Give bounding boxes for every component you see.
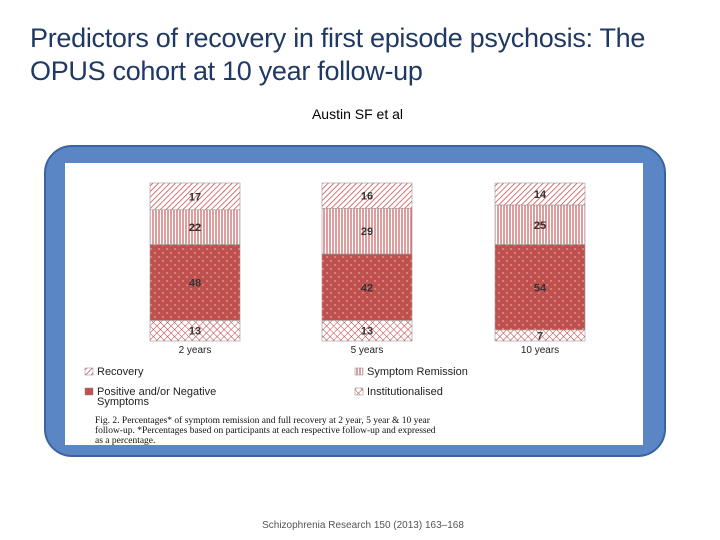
legend-swatch-recovery [84,367,94,376]
bar-segment [321,253,413,321]
bar-value-label: 29 [361,226,373,238]
x-tick-label: 2 years [179,345,212,356]
bar-value-label: 54 [534,282,547,294]
bar-value-label: 7 [537,330,543,342]
bar-value-label: 25 [534,220,546,232]
legend-label-recovery: Recovery [97,366,144,378]
bar-value-label: 14 [534,189,547,201]
bar-value-label: 17 [189,191,201,203]
bar-segment [149,182,241,211]
bar-value-label: 48 [189,278,201,290]
figure-caption: Fig. 2. Percentages* of symptom remissio… [95,415,436,445]
x-tick-label: 5 years [351,345,384,356]
chart-figure: 17 22 48 13 16 29 42 13 14 25 54 7 2 years 5 years 10… [65,163,643,445]
legend-swatch-positive-negative [84,387,94,396]
bar-segment [494,204,586,245]
caption-line-3: as a percentage. [95,436,155,445]
legend-swatch-institutionalised [354,387,364,396]
legend-label-symptom-remission: Symptom Remission [367,366,468,378]
bar-segment [149,320,241,342]
bar-value-label: 16 [361,191,373,203]
x-tick-label: 10 years [521,345,559,356]
stacked-bar-chart: 17 22 48 13 16 29 42 13 14 25 54 7 2 years 5 years 10… [84,182,586,445]
bars-group: 17 22 48 13 16 29 42 13 14 25 54 7 [149,182,586,342]
caption-line-1: Fig. 2. Percentages* of symptom remissio… [95,415,431,426]
bar-segment [149,209,241,245]
legend-label-institutionalised: Institutionalised [367,386,443,398]
slide-title: Predictors of recovery in first episode … [30,23,646,86]
bar-value-label: 13 [189,326,201,338]
legend-label-positive-negative: Positive and/or Negative Symptoms [97,386,219,408]
bar-segment [494,244,586,331]
x-axis-labels: 2 years 5 years 10 years [179,345,560,356]
author-label: Austin SF et al [311,106,404,122]
bar-segment [321,320,413,342]
caption-line-2: follow-up. *Percentages based on partici… [95,425,436,436]
chart-legend: Recovery Symptom Remission Positive and/… [84,366,468,408]
bar-segment [494,329,586,342]
bar-value-label: 42 [361,282,373,294]
bar-value-label: 13 [361,326,373,338]
citation: Schizophrenia Research 150 (2013) 163–16… [262,520,464,531]
legend-swatch-symptom-remission [354,367,364,376]
bar-segment [149,244,241,321]
bar-value-label: 22 [189,222,201,234]
